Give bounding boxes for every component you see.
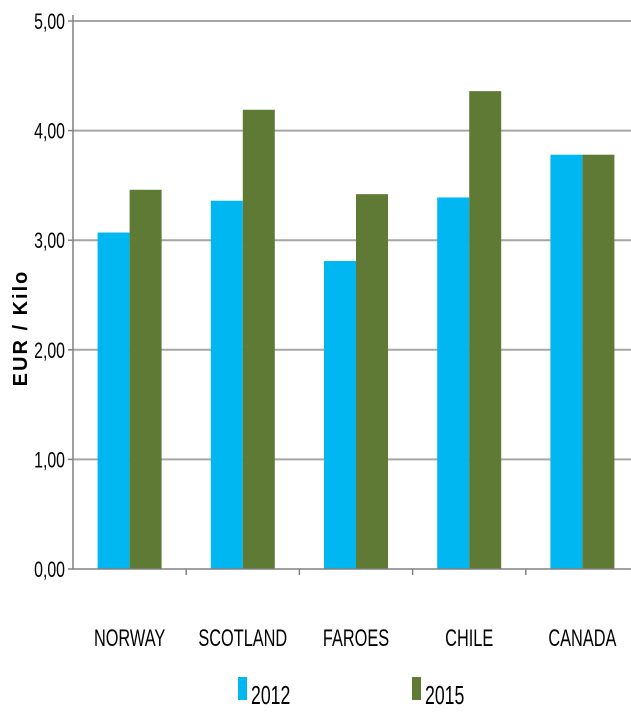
y-tick-label: 1,00: [34, 449, 65, 473]
legend-label-2012: 2012: [251, 681, 290, 710]
bar-2015-chile: [469, 91, 502, 570]
y-axis-label: EUR / Kilo: [10, 270, 32, 387]
x-tick-label: SCOTLAND: [198, 625, 287, 652]
y-tick-label: 5,00: [34, 11, 65, 35]
y-tick-labels: 0,00 1,00 2,00 3,00 4,00 5,00: [34, 11, 65, 583]
x-tick-label: NORWAY: [94, 625, 166, 652]
y-tick-label: 2,00: [34, 339, 65, 363]
bar-2012-chile: [437, 197, 470, 569]
bar-2015-faroes: [356, 194, 388, 569]
bar-2012-canada: [550, 154, 583, 569]
bar-2012-scotland: [210, 200, 243, 569]
bar-2015-scotland: [242, 109, 275, 569]
x-tick-label: FAROES: [323, 625, 389, 652]
axes: [68, 15, 631, 575]
y-tick-label: 4,00: [34, 120, 65, 144]
x-tick-label: CANADA: [548, 625, 616, 652]
legend: 2012 2015: [238, 677, 464, 710]
x-tick-label: CHILE: [445, 625, 493, 652]
bar-2012-norway: [97, 232, 130, 569]
x-tick-labels: NORWAY SCOTLAND FAROES CHILE CANADA: [94, 625, 617, 652]
legend-swatch-2015: [412, 677, 421, 700]
bars: [97, 91, 615, 570]
legend-label-2015: 2015: [425, 681, 464, 710]
y-tick-label: 0,00: [34, 559, 65, 583]
gridlines: [73, 20, 631, 461]
bar-2012-faroes: [324, 261, 356, 569]
bar-2015-norway: [129, 189, 162, 569]
y-tick-label: 3,00: [34, 230, 65, 254]
legend-swatch-2012: [238, 677, 247, 700]
bar-2015-canada: [582, 154, 615, 569]
